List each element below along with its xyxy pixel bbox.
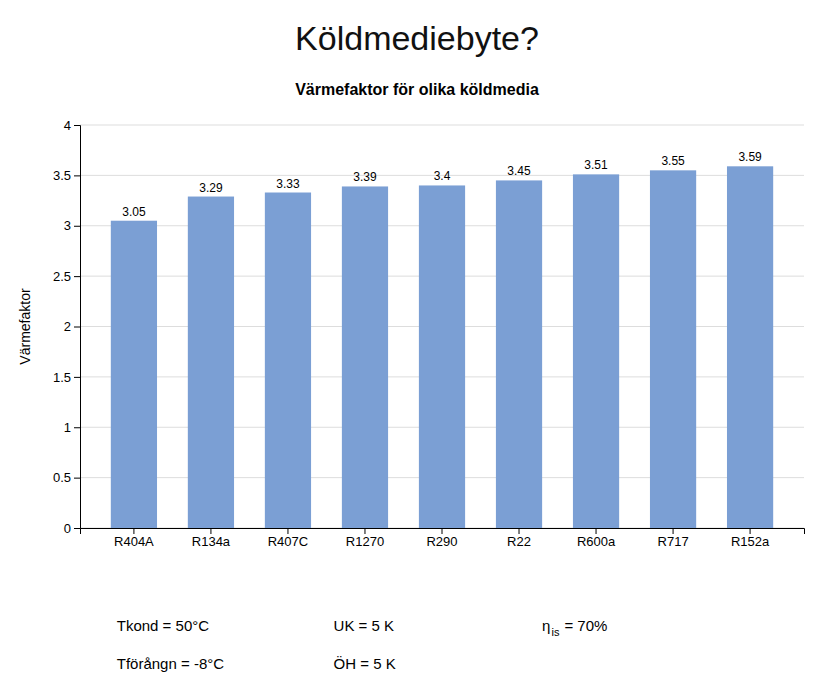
tick-label: 2 [64, 319, 71, 334]
tick-label: R152a [731, 534, 770, 549]
y-axis: 0 0.5 1 1.5 2 2.5 3 3.5 4 [53, 118, 81, 536]
annotation-subscript: is [551, 626, 559, 638]
tick-label: 1 [64, 420, 71, 435]
bar [265, 193, 311, 528]
tick-label: 3 [64, 218, 71, 233]
tick-mark [596, 528, 597, 534]
grid [80, 125, 804, 528]
tick: R717 [658, 528, 689, 549]
tick-mark [442, 528, 443, 534]
bar [573, 174, 619, 528]
tick: 0 [64, 521, 80, 536]
tick-mark [74, 276, 80, 277]
tick-mark [287, 528, 288, 534]
plot: 3.053.293.333.393.43.453.513.553.59R404A… [17, 118, 805, 550]
tick-mark [364, 528, 365, 534]
tick: 2.5 [53, 269, 80, 284]
tick-label: 0 [64, 521, 71, 536]
annotation: UK = 5 K [334, 617, 394, 634]
tick-label: 3.5 [53, 168, 71, 183]
tick: R407C [268, 528, 308, 549]
bar [650, 170, 696, 528]
tick-mark [74, 226, 80, 227]
subtitle: Värmefaktor för olika köldmedia [295, 81, 539, 98]
data-label: 3.05 [122, 205, 146, 219]
chart: Köldmediebyte? Värmefaktor för olika köld… [0, 0, 834, 693]
bar [419, 185, 465, 528]
tick-label: 0.5 [53, 470, 71, 485]
tick-label: R407C [268, 534, 308, 549]
annotation: Tkond = 50°C [117, 617, 209, 634]
tick: 0.5 [53, 470, 80, 485]
bar [496, 180, 542, 528]
data-labels: 3.05 3.29 3.33 3.39 3.4 3.45 3.51 3.55 3.59 [122, 150, 762, 218]
data-label: 3.59 [738, 150, 762, 164]
tick-mark [133, 528, 134, 534]
annotation: η [542, 617, 550, 634]
bar [188, 197, 234, 528]
annotation: = 70% [564, 617, 607, 634]
tick: 3.5 [53, 168, 80, 183]
data-label: 3.33 [276, 177, 300, 191]
grid-line [80, 125, 804, 126]
tick: 2 [64, 319, 80, 334]
tick: R600a [577, 528, 616, 549]
tick-label: R134a [192, 534, 231, 549]
bar [342, 186, 388, 528]
tick-mark [673, 528, 674, 534]
tick-label: 2.5 [53, 269, 71, 284]
x-axis: R404A R134a R407C R1270 R290 R22 R600a R717 R152… [81, 528, 805, 549]
axis-line [74, 126, 81, 529]
bar [727, 166, 773, 528]
tick: 3 [64, 218, 80, 233]
bars [111, 166, 773, 528]
tick-mark [519, 528, 520, 534]
tick-label: R404A [114, 534, 154, 549]
tick-label: R717 [658, 534, 689, 549]
annotation: Tförångn = -8°C [117, 655, 224, 672]
tick-mark [74, 478, 80, 479]
data-label: 3.39 [353, 170, 377, 184]
bar [111, 221, 157, 528]
data-label: 3.55 [661, 154, 685, 168]
tick-label: R600a [577, 534, 616, 549]
tick-mark [74, 125, 80, 126]
tick-label: 4 [64, 118, 71, 133]
tick: R134a [192, 528, 231, 549]
tick-mark [74, 528, 80, 529]
tick-mark [74, 377, 80, 378]
tick: R404A [114, 528, 154, 549]
annotations: Tkond = 50°C Tförångn = -8°C UK = 5 K ÖH = … [117, 617, 608, 672]
tick: 1 [64, 420, 80, 435]
tick-mark [74, 327, 80, 328]
data-label: 3.45 [507, 164, 531, 178]
data-label: 3.51 [584, 158, 608, 172]
tick: 1.5 [53, 370, 80, 385]
tick: R22 [507, 528, 531, 549]
axis-line [81, 529, 805, 535]
annotation: ÖH = 5 K [334, 655, 396, 672]
data-label: 3.4 [434, 169, 451, 183]
tick-mark [750, 528, 751, 534]
tick: R1270 [346, 528, 384, 549]
tick-label: R22 [507, 534, 531, 549]
data-label: 3.29 [199, 181, 223, 195]
tick-label: R1270 [346, 534, 384, 549]
tick: R290 [426, 528, 457, 549]
tick-mark [74, 175, 80, 176]
tick: 4 [64, 118, 80, 133]
y-axis-label: Värmefaktor [17, 288, 33, 365]
tick: R152a [731, 528, 770, 549]
tick-mark [210, 528, 211, 534]
tick-label: 1.5 [53, 370, 71, 385]
tick-mark [74, 427, 80, 428]
title: Köldmediebyte? [295, 19, 539, 57]
tick-label: R290 [426, 534, 457, 549]
